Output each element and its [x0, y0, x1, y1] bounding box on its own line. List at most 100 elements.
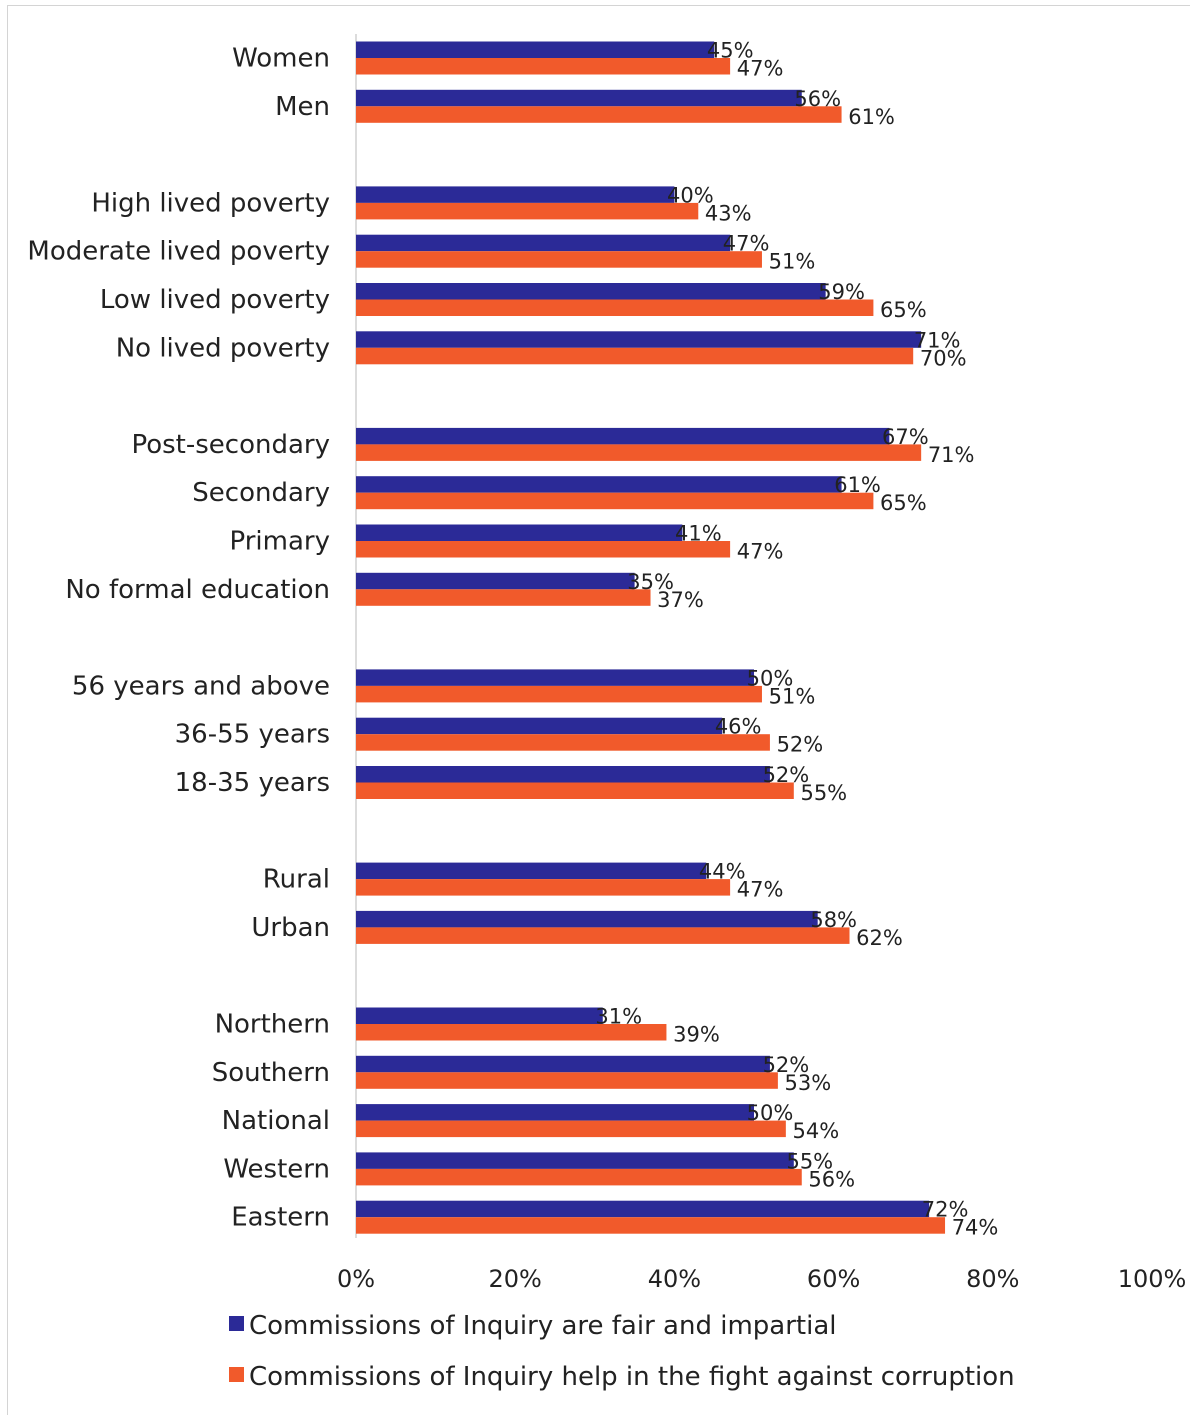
data-label-moderate-lived-poverty-series-2: 51% [769, 250, 816, 274]
bar-secondary-series-1 [356, 476, 842, 493]
data-label-56-years-and-above-series-2: 51% [769, 684, 816, 708]
category-label-moderate-lived-poverty: Moderate lived poverty [27, 237, 330, 267]
bar-southern-series-2 [356, 1072, 778, 1089]
bar-rural-series-1 [356, 862, 707, 880]
data-label-high-lived-poverty-series-1: 40% [667, 183, 714, 207]
data-label-36-55-years-series-2: 52% [777, 733, 824, 757]
data-label-eastern-series-2: 74% [952, 1216, 999, 1240]
data-label-no-formal-education-series-2: 37% [657, 588, 704, 612]
bar-eastern-series-1 [356, 1200, 930, 1218]
bar-56-years-and-above-series-1 [356, 669, 754, 686]
legend-swatch-series-1 [229, 1316, 244, 1331]
bar-no-formal-education-series-1 [356, 572, 635, 590]
bar-no-lived-poverty-series-2 [356, 347, 914, 365]
data-label-western-series-1: 55% [786, 1149, 833, 1173]
bar-low-lived-poverty-series-1 [356, 283, 826, 300]
data-label-high-lived-poverty-series-2: 43% [705, 201, 752, 225]
category-label-southern: Southern [212, 1058, 330, 1088]
data-label-southern-series-1: 52% [763, 1053, 810, 1077]
bar-national-series-2 [356, 1120, 786, 1138]
x-tick-label-0: 0% [337, 1265, 375, 1293]
data-label-primary-series-1: 41% [675, 522, 722, 546]
bar-36-55-years-series-1 [356, 717, 723, 735]
bar-primary-series-1 [356, 524, 683, 541]
bar-moderate-lived-poverty-series-1 [356, 234, 731, 252]
data-labels-layer: 45%47%56%61%40%43%47%51%59%65%71%70%67%7… [595, 39, 998, 1240]
category-label-post-secondary: Post-secondary [131, 430, 330, 460]
data-label-post-secondary-series-2: 71% [928, 443, 975, 467]
bar-eastern-series-2 [356, 1217, 946, 1234]
data-label-low-lived-poverty-series-1: 59% [818, 280, 865, 304]
category-label-low-lived-poverty: Low lived poverty [100, 285, 330, 315]
data-label-women-series-2: 47% [737, 57, 784, 81]
x-axis-ticks: 0% 20% 40% 60% 80% 100% [337, 1265, 1186, 1293]
bar-high-lived-poverty-series-1 [356, 186, 675, 203]
x-tick-label-80: 80% [966, 1265, 1019, 1293]
data-label-women-series-1: 45% [707, 39, 754, 63]
data-label-national-series-1: 50% [747, 1101, 794, 1125]
category-label-primary: Primary [230, 527, 330, 557]
bar-rural-series-2 [356, 879, 731, 896]
bar-men-series-2 [356, 106, 842, 123]
bar-western-series-2 [356, 1168, 802, 1186]
bar-urban-series-2 [356, 927, 850, 944]
data-label-men-series-2: 61% [848, 105, 895, 129]
data-label-secondary-series-2: 65% [880, 491, 927, 515]
data-label-northern-series-1: 31% [595, 1005, 642, 1029]
data-label-southern-series-2: 53% [785, 1071, 832, 1095]
category-label-urban: Urban [251, 913, 330, 943]
bar-southern-series-1 [356, 1055, 770, 1073]
bar-northern-series-2 [356, 1024, 667, 1041]
x-tick-label-100: 100% [1118, 1265, 1187, 1293]
data-label-secondary-series-1: 61% [834, 473, 881, 497]
bar-no-lived-poverty-series-1 [356, 331, 922, 348]
category-label-rural: Rural [263, 865, 330, 895]
bar-36-55-years-series-2 [356, 734, 770, 751]
category-label-18-35-years: 18-35 years [175, 768, 330, 798]
legend-label-series-2: Commissions of Inquiry help in the fight… [249, 1362, 1015, 1392]
chart-frame [7, 5, 1190, 1415]
legend: Commissions of Inquiry are fair and impa… [229, 1311, 1015, 1392]
data-label-eastern-series-1: 72% [922, 1198, 969, 1222]
bar-northern-series-1 [356, 1007, 603, 1024]
category-label-high-lived-poverty: High lived poverty [91, 188, 330, 218]
data-label-northern-series-2: 39% [673, 1023, 720, 1047]
x-tick-label-60: 60% [807, 1265, 860, 1293]
category-label-no-lived-poverty: No lived poverty [116, 333, 330, 363]
bar-national-series-1 [356, 1104, 754, 1121]
bar-post-secondary-series-1 [356, 427, 890, 445]
x-tick-label-40: 40% [648, 1265, 701, 1293]
bar-no-formal-education-series-2 [356, 589, 651, 606]
category-label-women: Women [232, 44, 330, 74]
category-label-northern: Northern [215, 1010, 330, 1040]
data-label-national-series-2: 54% [792, 1119, 839, 1143]
legend-swatch-series-2 [229, 1367, 244, 1382]
bar-56-years-and-above-series-2 [356, 685, 762, 703]
bar-primary-series-2 [356, 541, 731, 558]
bar-moderate-lived-poverty-series-2 [356, 251, 762, 268]
bar-18-35-years-series-2 [356, 782, 794, 799]
bar-western-series-1 [356, 1152, 794, 1169]
category-label-36-55-years: 36-55 years [175, 720, 330, 750]
bar-18-35-years-series-1 [356, 766, 770, 783]
data-label-36-55-years-series-1: 46% [715, 715, 762, 739]
data-label-post-secondary-series-1: 67% [882, 425, 929, 449]
bar-high-lived-poverty-series-2 [356, 202, 699, 220]
bar-urban-series-1 [356, 910, 818, 928]
data-label-urban-series-2: 62% [856, 926, 903, 950]
data-label-rural-series-2: 47% [737, 878, 784, 902]
category-label-no-formal-education: No formal education [65, 575, 330, 605]
data-label-no-lived-poverty-series-1: 71% [914, 328, 961, 352]
data-label-no-formal-education-series-1: 35% [627, 570, 674, 594]
legend-label-series-1: Commissions of Inquiry are fair and impa… [249, 1311, 836, 1341]
x-tick-label-20: 20% [489, 1265, 542, 1293]
bar-secondary-series-2 [356, 492, 874, 510]
data-label-men-series-1: 56% [794, 87, 841, 111]
bar-women-series-1 [356, 41, 715, 58]
category-labels: Women Men High lived poverty Moderate lived… [27, 44, 330, 1233]
bars-layer [356, 41, 946, 1234]
data-label-no-lived-poverty-series-2: 70% [920, 346, 967, 370]
data-label-56-years-and-above-series-1: 50% [747, 666, 794, 690]
data-label-western-series-2: 56% [808, 1167, 855, 1191]
category-label-men: Men [275, 92, 330, 122]
